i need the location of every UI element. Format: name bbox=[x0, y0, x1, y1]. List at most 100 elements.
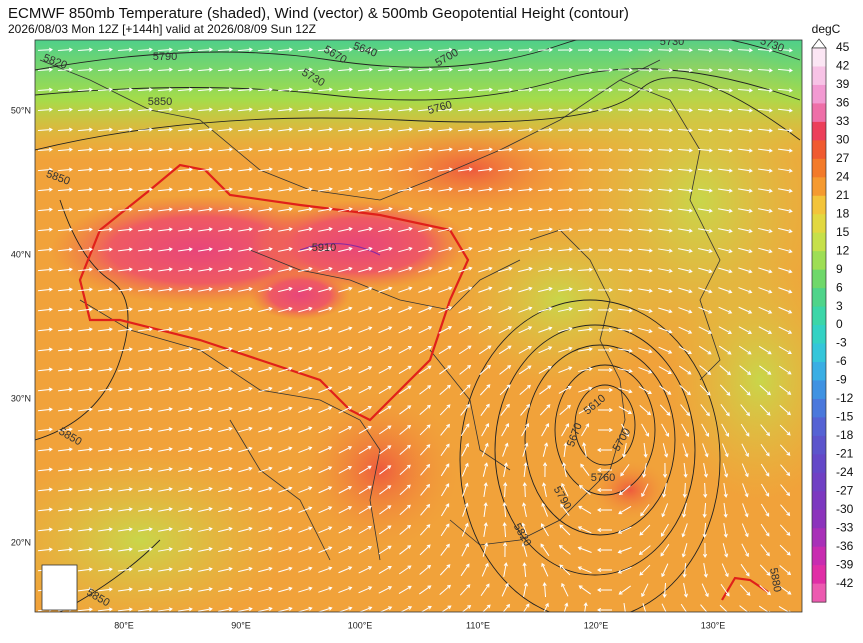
wind-arrow bbox=[759, 365, 772, 375]
wind-arrow bbox=[557, 147, 573, 152]
wind-arrow bbox=[398, 286, 413, 293]
wind-arrow bbox=[137, 247, 153, 252]
wind-arrow bbox=[520, 403, 531, 416]
wind-arrow bbox=[698, 287, 713, 294]
wind-arrow bbox=[657, 148, 673, 153]
colorbar-swatch bbox=[812, 140, 826, 160]
wind-arrow bbox=[719, 604, 730, 612]
wind-arrow bbox=[478, 266, 493, 273]
wind-arrow bbox=[258, 486, 273, 493]
wind-arrow bbox=[378, 286, 393, 293]
wind-arrow bbox=[440, 483, 450, 497]
cool-zone bbox=[450, 210, 670, 390]
wind-arrow bbox=[378, 207, 393, 212]
wind-arrow bbox=[758, 345, 772, 355]
wind-arrow bbox=[258, 306, 273, 313]
wind-arrow bbox=[318, 326, 333, 333]
wind-arrow bbox=[742, 483, 749, 498]
wind-arrow bbox=[217, 167, 233, 172]
wind-arrow bbox=[577, 526, 592, 534]
wind-arrow bbox=[178, 547, 193, 552]
wind-arrow bbox=[723, 523, 728, 538]
wind-arrow bbox=[643, 442, 648, 458]
wind-arrow bbox=[258, 326, 273, 333]
wind-arrow bbox=[77, 487, 93, 492]
wind-arrow bbox=[740, 404, 750, 417]
wind-arrow bbox=[257, 67, 273, 72]
wind-arrow bbox=[497, 67, 513, 72]
wind-arrow bbox=[338, 486, 353, 494]
wind-arrow bbox=[598, 67, 613, 73]
wind-arrow bbox=[198, 527, 213, 532]
wind-arrow bbox=[598, 287, 613, 293]
wind-arrow bbox=[738, 208, 753, 213]
wind-arrow bbox=[598, 87, 613, 93]
wind-arrow bbox=[777, 108, 793, 113]
wind-arrow bbox=[238, 307, 253, 312]
wind-arrow bbox=[757, 68, 773, 73]
wind-arrow bbox=[760, 544, 770, 557]
wind-arrow bbox=[117, 247, 133, 252]
wind-arrow bbox=[777, 68, 793, 73]
wind-arrow bbox=[577, 566, 592, 574]
wind-arrow bbox=[278, 526, 293, 533]
wind-arrow bbox=[479, 364, 492, 375]
wind-arrow bbox=[237, 147, 253, 152]
wind-arrow bbox=[779, 524, 791, 536]
wind-arrow bbox=[278, 306, 293, 313]
wind-arrow bbox=[77, 107, 93, 112]
wind-arrow bbox=[337, 147, 353, 152]
wind-arrow bbox=[760, 503, 770, 517]
wind-arrow bbox=[238, 566, 253, 573]
wind-arrow bbox=[278, 286, 293, 293]
wind-arrow bbox=[338, 526, 353, 534]
wind-arrow bbox=[479, 384, 491, 396]
wind-arrow bbox=[277, 127, 293, 132]
wind-arrow bbox=[558, 385, 572, 394]
wind-arrow bbox=[741, 523, 749, 538]
title: ECMWF 850mb Temperature (shaded), Wind (… bbox=[8, 5, 629, 22]
wind-arrow bbox=[439, 365, 452, 375]
wind-arrow bbox=[518, 286, 533, 293]
wind-arrow bbox=[400, 606, 413, 612]
wind-arrow bbox=[503, 462, 508, 477]
wind-arrow bbox=[758, 267, 773, 274]
wind-arrow bbox=[97, 507, 113, 512]
wind-arrow bbox=[198, 446, 213, 452]
lon-label: 130°E bbox=[701, 620, 726, 630]
wind-arrow bbox=[537, 67, 553, 72]
wind-arrow bbox=[118, 547, 133, 552]
wind-arrow bbox=[417, 147, 433, 152]
wind-arrow bbox=[577, 207, 593, 212]
wind-arrow bbox=[439, 564, 451, 576]
wind-arrow bbox=[419, 444, 431, 456]
colorbar-swatch bbox=[812, 288, 826, 308]
wind-arrow bbox=[218, 267, 233, 272]
wind-arrow bbox=[198, 387, 213, 392]
wind-arrow bbox=[438, 246, 453, 253]
wind-arrow bbox=[157, 47, 173, 52]
wind-arrow bbox=[518, 247, 533, 252]
wind-arrow bbox=[157, 127, 173, 132]
wind-arrow bbox=[482, 462, 489, 477]
wind-arrow bbox=[700, 604, 708, 612]
wind-arrow bbox=[617, 547, 632, 554]
wind-arrow bbox=[258, 286, 273, 292]
wind-arrow bbox=[597, 547, 612, 553]
wind-arrow bbox=[637, 268, 653, 273]
wind-arrow bbox=[557, 87, 573, 92]
wind-arrow bbox=[478, 306, 493, 314]
wind-arrow bbox=[598, 47, 613, 53]
colorbar-tick-label: -9 bbox=[836, 373, 847, 387]
wind-arrow bbox=[738, 306, 753, 314]
subtitle: 2026/08/03 Mon 12Z [+144h] valid at 2026… bbox=[8, 22, 316, 36]
wind-arrow bbox=[138, 567, 153, 572]
wind-arrow bbox=[702, 542, 708, 558]
wind-arrow bbox=[517, 167, 533, 172]
wind-arrow bbox=[718, 228, 733, 233]
wind-arrow bbox=[358, 546, 373, 554]
wind-arrow bbox=[703, 463, 708, 478]
wind-arrow bbox=[137, 47, 153, 52]
wind-arrow bbox=[497, 147, 513, 152]
wind-arrow bbox=[218, 386, 233, 393]
